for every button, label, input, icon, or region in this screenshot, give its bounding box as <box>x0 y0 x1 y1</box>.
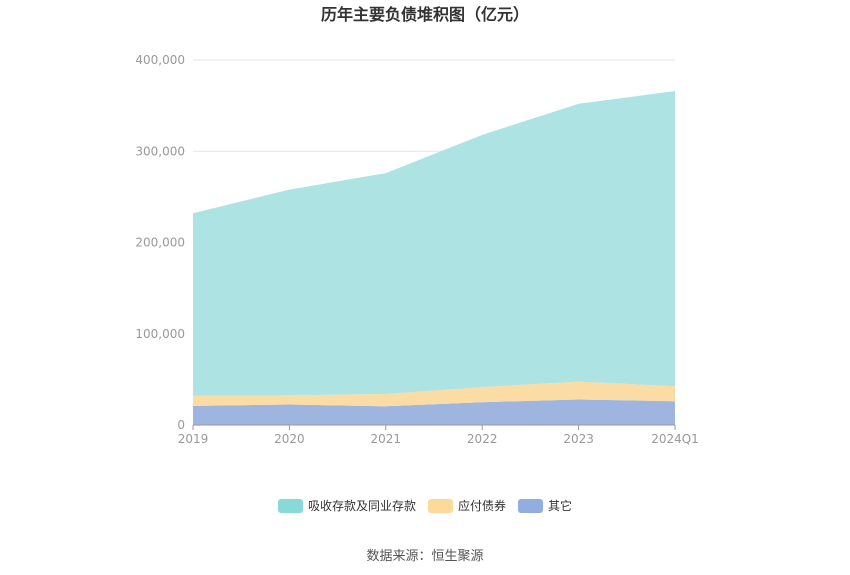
x-tick-label: 2024Q1 <box>651 432 699 446</box>
y-tick-label: 0 <box>177 418 185 432</box>
legend-swatch <box>518 499 543 513</box>
legend: 吸收存款及同业存款 应付债券 其它 <box>278 498 572 513</box>
x-tick-label: 2022 <box>467 432 498 446</box>
y-tick-label: 200,000 <box>135 236 185 250</box>
legend-item[interactable]: 吸收存款及同业存款 <box>278 499 416 513</box>
area-吸收存款及同业存款 <box>193 91 675 396</box>
x-tick-label: 2021 <box>371 432 402 446</box>
area-series <box>193 91 675 425</box>
legend-item[interactable]: 其它 <box>518 498 572 513</box>
legend-swatch <box>428 499 453 513</box>
x-tick-label: 2023 <box>563 432 594 446</box>
x-axis <box>192 424 676 430</box>
legend-swatch <box>278 499 303 513</box>
area-应付债券 <box>193 381 675 407</box>
y-tick-label: 300,000 <box>135 144 185 158</box>
x-axis-tick-labels: 2019 2020 2021 2022 2023 2024Q1 <box>178 432 699 446</box>
legend-label: 应付债券 <box>458 498 506 513</box>
y-tick-label: 400,000 <box>135 53 185 67</box>
y-axis-tick-labels: 0 100,000 200,000 300,000 400,000 <box>135 53 185 432</box>
x-tick-label: 2019 <box>178 432 209 446</box>
legend-item[interactable]: 应付债券 <box>428 498 506 513</box>
data-source: 数据来源：恒生聚源 <box>366 549 483 564</box>
legend-label: 吸收存款及同业存款 <box>308 499 416 513</box>
legend-label: 其它 <box>548 498 572 513</box>
y-tick-label: 100,000 <box>135 327 185 341</box>
chart-title: 历年主要负债堆积图（亿元） <box>321 5 529 24</box>
x-tick-label: 2020 <box>274 432 305 446</box>
area-其它 <box>193 399 675 425</box>
